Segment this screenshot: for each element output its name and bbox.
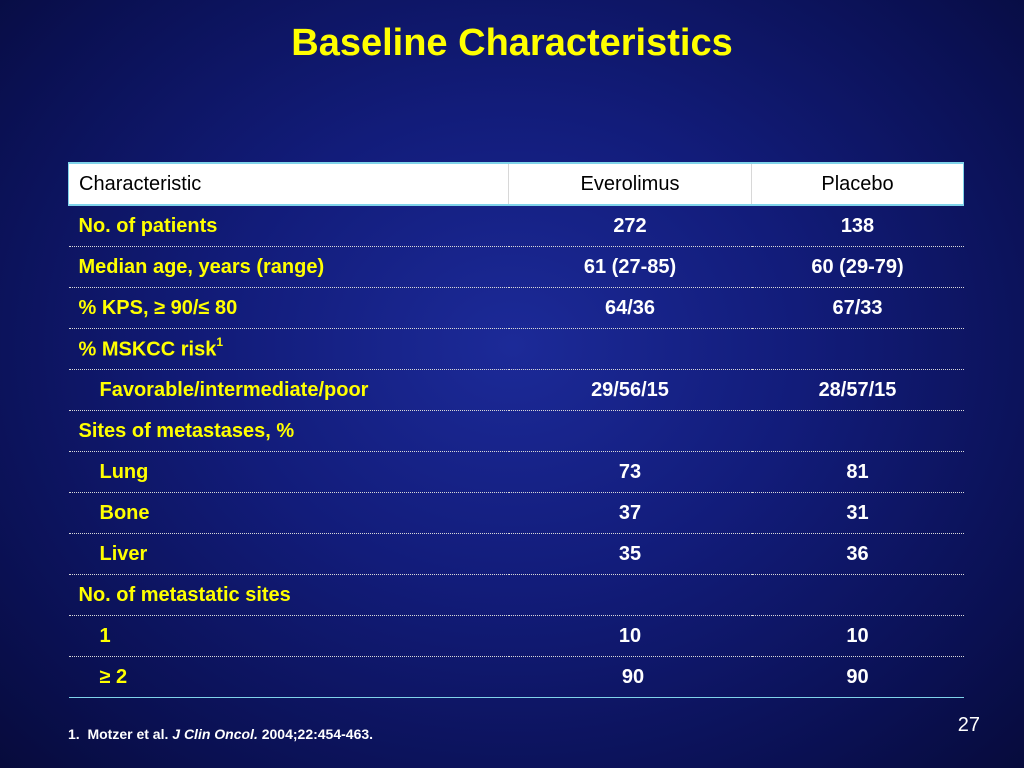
everolimus-value: 35 (508, 533, 752, 575)
placebo-value (751, 574, 964, 616)
row-label: No. of patients (68, 205, 509, 247)
row-label: Lung (68, 451, 509, 493)
placebo-value: 36 (751, 533, 964, 575)
table-row: Bone 37 31 (68, 492, 964, 534)
everolimus-value (508, 574, 752, 616)
table-row: Median age, years (range) 61 (27-85) 60 (2… (68, 246, 964, 288)
page-number: 27 (957, 714, 980, 736)
everolimus-value: 64/36 (508, 287, 752, 329)
placebo-value (751, 410, 964, 452)
everolimus-value (508, 328, 752, 370)
row-label: No. of metastatic sites (68, 574, 509, 616)
row-label-text: Favorable/intermediate/poor (99, 378, 369, 401)
table-body: No. of patients 272 138 Median age, years (… (68, 205, 964, 698)
row-label-text: 1 (99, 624, 111, 647)
header-characteristic: Characteristic (68, 162, 509, 206)
row-label-text: Median age, years (range) (78, 255, 325, 278)
everolimus-value: 61 (27-85) (508, 246, 752, 288)
everolimus-value: 272 (508, 205, 752, 247)
row-label: Favorable/intermediate/poor (68, 369, 509, 411)
row-label-text: % MSKCC risk (78, 338, 217, 361)
placebo-value: 67/33 (751, 287, 964, 329)
footnote-journal: J Clin Oncol. (172, 726, 258, 742)
placebo-value (751, 328, 964, 370)
footnote-authors: Motzer et al. (87, 726, 169, 742)
slide-title: Baseline Characteristics (291, 22, 733, 64)
everolimus-value (508, 410, 752, 452)
everolimus-value: 37 (508, 492, 752, 534)
placebo-value: 28/57/15 (751, 369, 964, 411)
footnote: 1. Motzer et al. J Clin Oncol. 2004;22:4… (68, 726, 373, 742)
row-label: ≥ 2 (68, 656, 509, 698)
row-label-text: % KPS, ≥ 90/≤ 80 (78, 296, 238, 319)
row-label-text: Sites of metastases, % (78, 419, 295, 442)
row-label: Median age, years (range) (68, 246, 509, 288)
row-label: Liver (68, 533, 509, 575)
placebo-value: 81 (751, 451, 964, 493)
header-everolimus: Everolimus (508, 162, 752, 206)
row-label: % MSKCC risk1 (68, 328, 509, 370)
header-placebo: Placebo (751, 162, 964, 206)
placebo-value: 138 (751, 205, 964, 247)
row-label-text: ≥ 2 (99, 665, 128, 688)
row-label: % KPS, ≥ 90/≤ 80 (68, 287, 509, 329)
table-row: Liver 35 36 (68, 533, 964, 575)
table-row: No. of metastatic sites (68, 574, 964, 616)
table-row: ≥ 2 90 90 (68, 656, 964, 698)
table-row: Sites of metastases, % (68, 410, 964, 452)
everolimus-value: 10 (508, 615, 752, 657)
placebo-value: 90 (751, 656, 964, 698)
footnote-number: 1. (68, 726, 80, 742)
table-row: No. of patients 272 138 (68, 205, 964, 247)
placebo-value: 31 (751, 492, 964, 534)
row-label-text: Liver (99, 542, 148, 565)
footnote-reference: 1 (216, 334, 223, 349)
row-label-text: No. of patients (78, 214, 218, 237)
table-header-row: Characteristic Everolimus Placebo (68, 162, 964, 206)
table-row: % MSKCC risk1 (68, 328, 964, 370)
everolimus-value: 73 (508, 451, 752, 493)
table-row: Lung 73 81 (68, 451, 964, 493)
table-row: 1 10 10 (68, 615, 964, 657)
row-label: Sites of metastases, % (68, 410, 509, 452)
baseline-characteristics-table: Characteristic Everolimus Placebo No. of… (68, 162, 964, 698)
row-label-text: No. of metastatic sites (78, 583, 291, 606)
table-row: % KPS, ≥ 90/≤ 80 64/36 67/33 (68, 287, 964, 329)
table-row: Favorable/intermediate/poor 29/56/15 28/57… (68, 369, 964, 411)
row-label: Bone (68, 492, 509, 534)
everolimus-value: 90 (508, 656, 752, 698)
row-label-text: Lung (99, 460, 149, 483)
footnote-citation: 2004;22:454-463. (261, 726, 374, 742)
everolimus-value: 29/56/15 (508, 369, 752, 411)
row-label: 1 (68, 615, 509, 657)
row-label-text: Bone (99, 501, 150, 524)
placebo-value: 60 (29-79) (751, 246, 964, 288)
placebo-value: 10 (751, 615, 964, 657)
